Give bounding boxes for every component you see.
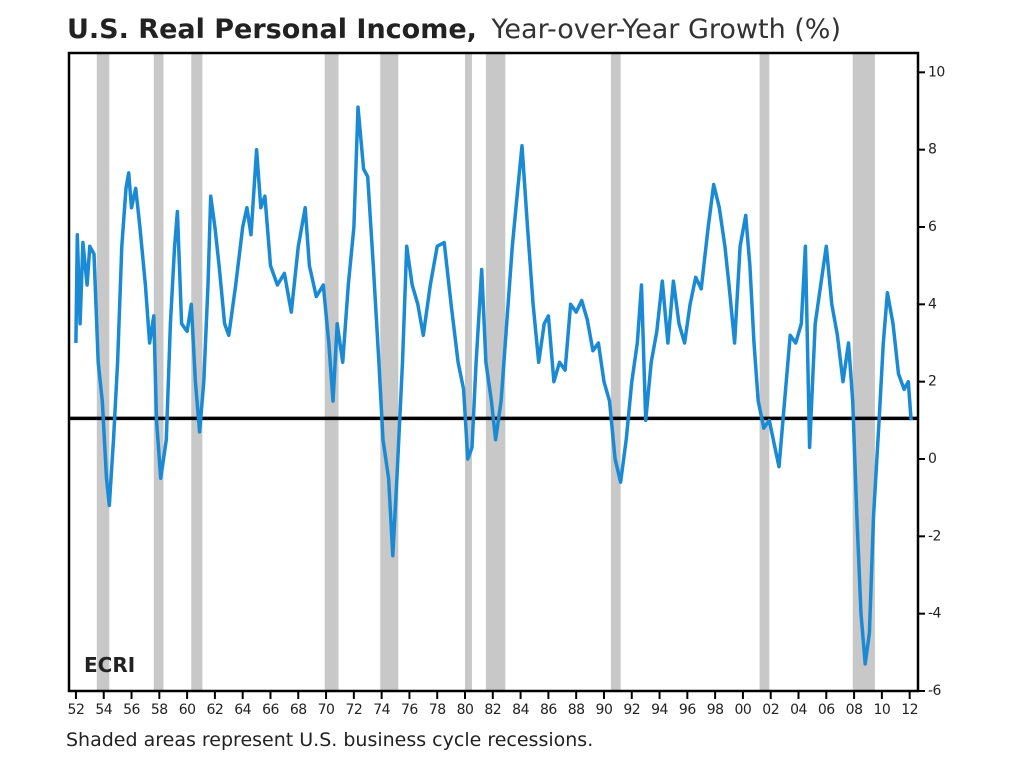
x-tick-label: 74: [373, 702, 390, 718]
x-tick-label: 88: [568, 702, 585, 718]
x-tick-label: 60: [179, 702, 196, 718]
x-tick-label: 72: [345, 702, 362, 718]
recession-band: [191, 53, 203, 691]
x-tick-label: 82: [484, 702, 501, 718]
x-tick-label: 52: [68, 702, 85, 718]
x-tick-label: 96: [679, 702, 696, 718]
recession-band: [759, 53, 770, 691]
recession-band: [96, 53, 110, 691]
chart-title: U.S. Real Personal Income,: [67, 14, 477, 45]
data-line: [74, 105, 913, 666]
y-tick-label: 2: [928, 374, 936, 390]
chart-subtitle: Year-over-Year Growth (%): [491, 14, 841, 45]
x-tick-label: 12: [901, 702, 918, 718]
x-tick-label: 80: [457, 702, 474, 718]
y-tick-label: -2: [928, 528, 941, 544]
x-tick-label: 90: [596, 702, 613, 718]
recession-band: [485, 53, 506, 691]
x-tick-label: 54: [95, 702, 112, 718]
plot-frame: [67, 51, 920, 693]
x-tick-label: 86: [540, 702, 557, 718]
x-tick-label: 08: [846, 702, 863, 718]
x-tick-label: 06: [818, 702, 835, 718]
x-tick-label: 64: [234, 702, 251, 718]
source-logo: ECRI: [84, 653, 135, 677]
x-tick-label: 02: [762, 702, 779, 718]
y-tick-label: 0: [928, 451, 936, 467]
x-tick-label: 98: [707, 702, 724, 718]
x-tick-label: 68: [290, 702, 307, 718]
y-tick-label: 6: [928, 219, 937, 235]
x-tick-label: 00: [735, 702, 752, 718]
x-tick-label: 58: [151, 702, 168, 718]
x-tick-label: 84: [512, 702, 529, 718]
x-tick-label: 92: [623, 702, 640, 718]
chart-title-group: U.S. Real Personal Income, Year-over-Yea…: [67, 14, 841, 45]
recession-band: [380, 53, 399, 691]
x-tick-label: 78: [429, 702, 446, 718]
y-tick-label: 4: [928, 296, 937, 312]
x-tick-label: 66: [262, 702, 279, 718]
x-tick-label: 10: [873, 702, 890, 718]
x-tick-label: 04: [790, 702, 807, 718]
x-tick-label: 56: [123, 702, 140, 718]
y-tick-label: -6: [928, 683, 942, 699]
x-tick-label: 76: [401, 702, 418, 718]
x-tick-label: 94: [651, 702, 668, 718]
y-tick-label: 8: [928, 142, 936, 158]
recession-band: [610, 53, 621, 691]
y-tick-label: 10: [928, 64, 945, 80]
recession-band: [153, 53, 164, 691]
x-tick-label: 70: [318, 702, 335, 718]
y-tick-label: -4: [928, 606, 942, 622]
note: Shaded areas represent U.S. business cyc…: [66, 729, 593, 751]
x-tick-label: 62: [206, 702, 223, 718]
recession-band: [465, 53, 472, 691]
